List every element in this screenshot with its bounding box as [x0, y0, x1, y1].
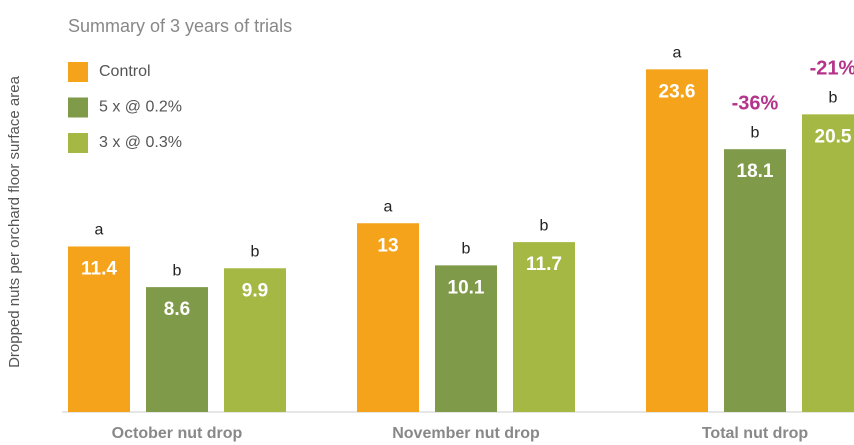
legend-label: 5 x @ 0.2% — [99, 99, 182, 116]
legend-label: Control — [99, 63, 151, 80]
bar — [224, 268, 286, 412]
legend-swatch — [68, 133, 88, 153]
y-axis-label: Dropped nuts per orchard floor surface a… — [6, 75, 23, 367]
x-tick-label: October nut drop — [112, 425, 243, 442]
bar — [435, 265, 497, 412]
significance-letter: b — [251, 243, 260, 260]
legend-swatch — [68, 62, 88, 82]
annotation: -36% — [732, 92, 779, 114]
bar — [802, 114, 854, 412]
significance-letter: a — [673, 45, 682, 62]
data-label: 23.6 — [659, 81, 696, 102]
significance-letter: a — [95, 222, 104, 239]
significance-letter: b — [173, 262, 182, 279]
legend-label: 3 x @ 0.3% — [99, 134, 182, 151]
chart-title: Summary of 3 years of trials — [68, 16, 292, 36]
bar — [68, 246, 130, 412]
bar — [357, 223, 419, 412]
significance-letter: b — [829, 90, 838, 107]
data-label: 9.9 — [242, 280, 268, 301]
x-tick-label: November nut drop — [392, 425, 540, 442]
bar — [146, 287, 208, 412]
x-tick-label: Total nut drop — [702, 425, 809, 442]
data-label: 11.7 — [526, 254, 562, 275]
bar — [646, 69, 708, 412]
data-label: 10.1 — [448, 277, 485, 298]
bar — [724, 149, 786, 413]
legend-swatch — [68, 97, 88, 118]
data-label: 11.4 — [81, 258, 117, 279]
significance-letter: b — [540, 217, 549, 234]
data-label: 18.1 — [737, 161, 774, 182]
data-label: 13 — [377, 235, 398, 256]
significance-letter: b — [462, 241, 471, 258]
annotation: -21% — [810, 58, 854, 80]
bar — [513, 242, 575, 412]
significance-letter: b — [751, 124, 760, 141]
data-label: 8.6 — [164, 299, 190, 320]
significance-letter: a — [384, 198, 393, 215]
data-label: 20.5 — [815, 126, 852, 147]
